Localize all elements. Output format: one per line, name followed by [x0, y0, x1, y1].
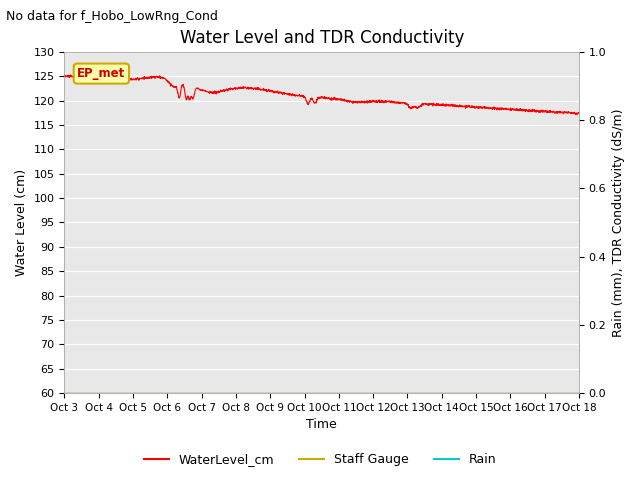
Legend: WaterLevel_cm, Staff Gauge, Rain: WaterLevel_cm, Staff Gauge, Rain — [138, 448, 502, 471]
Text: No data for f_Hobo_LowRng_Cond: No data for f_Hobo_LowRng_Cond — [6, 10, 218, 23]
Y-axis label: Rain (mm), TDR Conductivity (dS/m): Rain (mm), TDR Conductivity (dS/m) — [612, 108, 625, 336]
Text: EP_met: EP_met — [77, 67, 125, 80]
X-axis label: Time: Time — [307, 419, 337, 432]
Y-axis label: Water Level (cm): Water Level (cm) — [15, 169, 28, 276]
Title: Water Level and TDR Conductivity: Water Level and TDR Conductivity — [179, 29, 464, 48]
